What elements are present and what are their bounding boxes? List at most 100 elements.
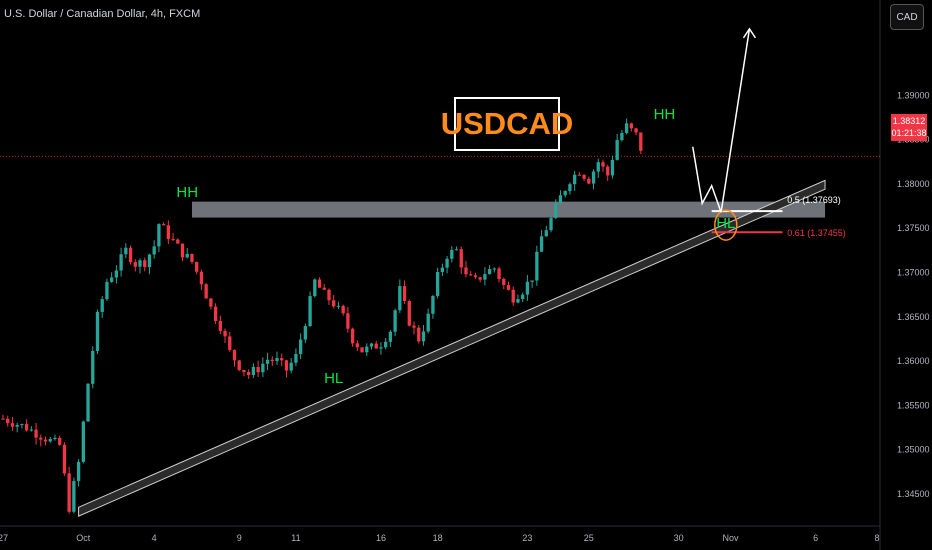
candle-body: [180, 243, 185, 258]
candle-body: [539, 236, 544, 252]
candle-body: [105, 281, 109, 300]
ticker-label: USDCAD: [441, 97, 573, 151]
candle-body: [365, 346, 369, 353]
candle-body: [29, 429, 33, 431]
candle-body: [242, 369, 246, 373]
candle-body: [629, 123, 633, 129]
candle-body: [483, 274, 487, 280]
candle-body: [473, 275, 478, 278]
candle-body: [190, 253, 194, 262]
currency-button[interactable]: CAD: [890, 4, 924, 30]
candle-body: [289, 362, 293, 371]
candle-body: [601, 162, 605, 167]
y-tick-label: 1.36500: [897, 312, 930, 322]
candle-body: [204, 284, 208, 299]
candle-body: [421, 331, 426, 342]
candle-body: [634, 128, 638, 133]
candle-body: [596, 162, 600, 172]
candle-body: [303, 325, 308, 340]
candle-body: [199, 271, 204, 285]
candle-body: [275, 358, 279, 362]
candle-body: [568, 184, 572, 192]
candle-body: [152, 246, 156, 255]
candle-body: [379, 347, 383, 349]
candle-body: [492, 268, 496, 270]
candle-body: [223, 330, 227, 337]
current-price-badge: 1.38312 01:21:38: [891, 114, 927, 141]
candle-body: [615, 140, 619, 160]
candle-body: [317, 279, 322, 288]
x-tick-label: 6: [813, 533, 818, 543]
candle-body: [620, 132, 624, 141]
structure-label: HH: [654, 106, 676, 123]
candle-body: [535, 251, 539, 281]
candle-body: [24, 424, 29, 431]
candle-body: [157, 224, 161, 247]
candle-body: [516, 299, 520, 303]
candle-body: [459, 249, 463, 268]
x-tick-label: 27: [0, 533, 8, 543]
hl-highlight-circle: [714, 209, 738, 241]
candle-body: [270, 359, 274, 362]
candle-body: [525, 281, 530, 295]
x-tick-label: Oct: [76, 533, 91, 543]
candle-body: [171, 238, 175, 240]
y-tick-label: 1.38000: [897, 179, 930, 189]
candle-body: [402, 286, 407, 301]
candle-body: [251, 366, 256, 376]
candle-body: [341, 305, 345, 314]
y-tick-label: 1.34500: [897, 489, 930, 499]
fib-level-label: 0.5 (1.37693): [787, 195, 841, 205]
candle-body: [478, 277, 482, 280]
candle-body: [610, 159, 615, 176]
candle-body: [577, 174, 582, 176]
candle-body: [393, 310, 397, 332]
candle-body: [506, 285, 511, 290]
resistance-zone: [191, 201, 826, 218]
candle-body: [48, 439, 52, 442]
candle-body: [15, 424, 19, 427]
y-tick-label: 1.36000: [897, 356, 930, 366]
candle-body: [469, 274, 473, 276]
x-tick-label: 11: [291, 533, 300, 543]
ascending-trendline: [78, 179, 826, 517]
candle-body: [119, 254, 123, 271]
candle-body: [284, 360, 289, 371]
x-tick-label: Nov: [723, 533, 740, 543]
candle-body: [39, 437, 43, 440]
candle-body: [128, 247, 133, 263]
candle-body: [298, 339, 303, 355]
candle-body: [346, 313, 350, 329]
candle-body: [549, 217, 553, 231]
candle-body: [591, 171, 596, 184]
candle-body: [369, 343, 374, 347]
candle-body: [355, 343, 359, 348]
candle-body: [166, 225, 171, 239]
candle-body: [280, 358, 284, 361]
candle-body: [62, 444, 67, 474]
candle-body: [530, 280, 534, 282]
candle-body: [209, 298, 213, 307]
x-tick-label: 16: [376, 533, 386, 543]
candle-body: [511, 289, 515, 303]
candle-body: [256, 366, 260, 373]
candle-body: [426, 313, 430, 332]
candle-body: [195, 261, 199, 272]
candle-body: [332, 300, 336, 307]
y-tick-label: 1.39000: [897, 90, 930, 100]
candle-body: [185, 253, 189, 258]
candle-body: [412, 325, 416, 328]
candle-body: [587, 178, 591, 184]
x-tick-label: 30: [674, 533, 684, 543]
candle-body: [431, 295, 435, 314]
candle-body: [544, 230, 548, 237]
structure-label: HL: [324, 370, 343, 387]
bar-countdown: 01:21:38: [891, 128, 927, 138]
projection-path: [692, 28, 751, 213]
candle-body: [218, 320, 222, 331]
candle-body: [502, 278, 506, 286]
candle-body: [445, 258, 449, 268]
current-price: 1.38312: [892, 116, 926, 126]
candle-body: [417, 327, 421, 342]
